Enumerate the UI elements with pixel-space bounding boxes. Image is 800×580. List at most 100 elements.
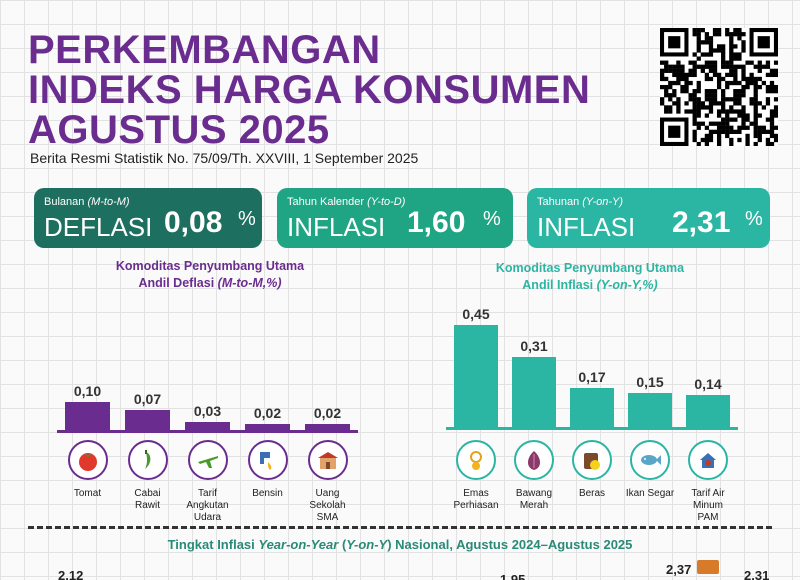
- title-line: PERKEMBANGAN: [28, 28, 381, 72]
- category-label-line: Tarif: [198, 488, 217, 499]
- card-yoy: Tahunan (Y-on-Y) INFLASI 2,31 %: [527, 188, 770, 248]
- chart-baseline: [446, 427, 738, 430]
- category-label-line: PAM: [697, 512, 719, 523]
- section-title-text: Andil Inflasi: [522, 278, 597, 292]
- card-kind: DEFLASI: [44, 212, 153, 242]
- bar-value-label: 0,14: [694, 376, 722, 393]
- category-label-line: Merah: [519, 500, 549, 511]
- bar-tarif-air-minum-pam: [686, 395, 730, 427]
- category-label-line: Bensin: [252, 488, 283, 499]
- category-label: Tomat: [53, 488, 123, 500]
- airplane-icon: [187, 440, 228, 480]
- footer-italic: Year-on-Year: [258, 537, 339, 552]
- gold-jewelry-icon: [456, 440, 496, 480]
- category-label: Bensin: [233, 488, 303, 500]
- category-label-line: Tomat: [73, 488, 102, 499]
- card-label: Bulanan: [44, 196, 88, 208]
- title-line: INDEKS HARGA KONSUMEN: [28, 68, 591, 112]
- card-label-italic: (M-to-M): [87, 196, 130, 208]
- rice-sack-icon: [572, 440, 612, 480]
- bar-ikan-segar: [628, 393, 672, 427]
- section-title-line: Komoditas Penyumbang Utama: [495, 261, 685, 275]
- category-label-line: Rawit: [134, 500, 160, 511]
- category-label-line: Udara: [193, 512, 222, 523]
- section-title-italic: (M-to-M,%): [217, 276, 282, 290]
- release-subtitle: Berita Resmi Statistik No. 75/09/Th. XXV…: [30, 150, 419, 166]
- trend-value-label: 1,95: [500, 572, 526, 580]
- bar-value-label: 0,17: [578, 369, 606, 386]
- category-label-line: Tarif Air: [691, 488, 725, 499]
- bar-value-label: 0,02: [253, 405, 282, 422]
- bar-uang-sekolah-sma: [305, 424, 350, 430]
- trend-value-label: 2,31: [744, 568, 770, 580]
- card-value: 0,08: [164, 206, 223, 239]
- category-label: Cabai Rawit: [113, 488, 183, 512]
- bar-beras: [570, 388, 614, 427]
- category-label: Bawang Merah: [499, 488, 569, 512]
- trend-value-label: 2,37: [666, 562, 692, 577]
- bar-value-label: 0,10: [73, 383, 102, 399]
- school-icon: [307, 440, 348, 480]
- bar-value-label: 0,02: [313, 405, 342, 422]
- category-label-line: Minum: [692, 500, 723, 511]
- bar-bensin: [245, 424, 290, 430]
- fuel-nozzle-icon: [247, 440, 288, 480]
- category-label-line: Beras: [578, 488, 606, 499]
- trend-value-label: 2,12: [58, 568, 84, 580]
- category-label: Emas Perhiasan: [441, 488, 511, 512]
- card-label-italic: (Y-to-D): [367, 196, 406, 208]
- bar-value-label: 0,31: [520, 337, 548, 354]
- bar-tarif-angkutan-udara: [185, 421, 230, 430]
- card-value: 1,60: [407, 206, 466, 239]
- card-unit: %: [238, 208, 256, 230]
- money-icon: [697, 560, 719, 574]
- yoy-trend-title: Tingkat Inflasi Year-on-Year (Y-on-Y) Na…: [0, 537, 800, 552]
- card-value: 2,31: [672, 206, 731, 239]
- category-label: Tarif Angkutan Udara: [173, 488, 243, 524]
- category-label-line: Bawang: [515, 488, 553, 499]
- category-label-line: Sekolah: [309, 500, 346, 511]
- card-unit: %: [745, 208, 763, 230]
- chart-baseline: [57, 430, 358, 433]
- category-label: Uang Sekolah SMA: [293, 488, 363, 524]
- card-unit: %: [483, 208, 501, 230]
- chili-icon: [127, 440, 168, 480]
- bar-value-label: 0,07: [133, 391, 162, 408]
- category-label: Tarif Air Minum PAM: [673, 488, 743, 524]
- bar-tomat: [65, 402, 110, 430]
- deflation-chart-title: Komoditas Penyumbang Utama Andil Deflasi…: [60, 258, 360, 292]
- category-label-line: Ikan Segar: [625, 488, 675, 499]
- card-label-italic: (Y-on-Y): [582, 196, 624, 208]
- category-label-line: Perhiasan: [453, 500, 499, 511]
- category-label-line: Emas: [463, 488, 489, 499]
- card-label: Tahun Kalender: [287, 196, 368, 208]
- card-kind: INFLASI: [287, 212, 386, 242]
- bar-value-label: 0,45: [462, 306, 490, 322]
- card-label: Tahunan: [537, 196, 583, 208]
- bar-cabai-rawit: [125, 410, 170, 430]
- shallot-icon: [514, 440, 554, 480]
- card-kind: INFLASI: [537, 212, 636, 242]
- category-label-line: SMA: [316, 512, 339, 523]
- title-line: AGUSTUS 2025: [28, 108, 330, 152]
- divider: [28, 526, 772, 529]
- footer-text: (: [338, 537, 347, 552]
- water-tap-icon: [688, 440, 728, 480]
- footer-text: ) Nasional, Agustus 2024–Agustus 2025: [387, 537, 633, 552]
- bar-emas-perhiasan: [454, 325, 498, 427]
- bar-value-label: 0,03: [193, 402, 222, 419]
- qr-code-icon[interactable]: [660, 28, 778, 146]
- section-title-line: Komoditas Penyumbang Utama: [115, 259, 305, 273]
- footer-italic: Y-on-Y: [346, 537, 388, 552]
- bar-bawang-merah: [512, 356, 556, 427]
- tomato-icon: [67, 440, 108, 480]
- category-label: Beras: [557, 488, 627, 500]
- section-title-italic: (Y-on-Y,%): [596, 278, 658, 292]
- category-label-line: Uang: [315, 488, 340, 499]
- category-label: Ikan Segar: [615, 488, 685, 500]
- page-title: PERKEMBANGAN INDEKS HARGA KONSUMEN AGUST…: [28, 30, 590, 150]
- category-label-line: Cabai: [134, 488, 161, 499]
- card-ytd: Tahun Kalender (Y-to-D) INFLASI 1,60 %: [277, 188, 513, 248]
- inflation-chart-title: Komoditas Penyumbang Utama Andil Inflasi…: [440, 260, 740, 294]
- bar-value-label: 0,15: [636, 374, 664, 390]
